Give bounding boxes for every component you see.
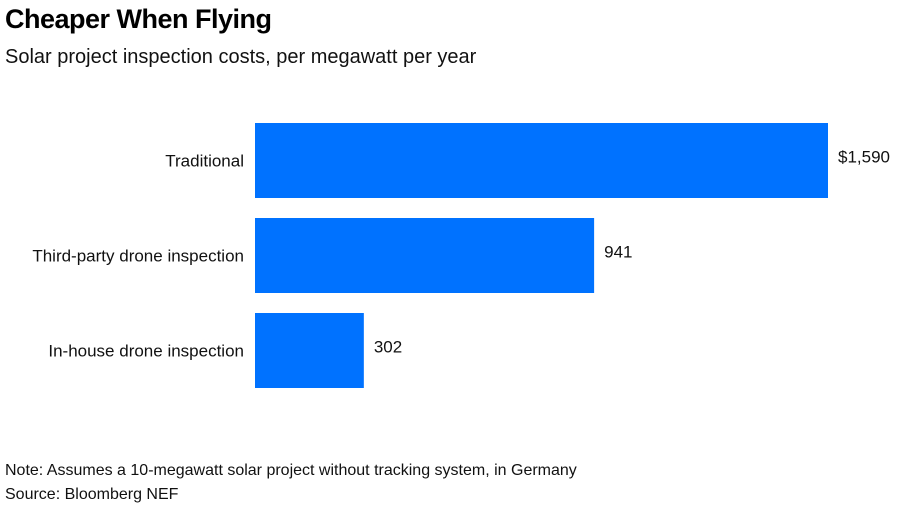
- chart-title: Cheaper When Flying: [5, 4, 272, 34]
- category-label: In-house drone inspection: [48, 342, 244, 361]
- chart-subtitle: Solar project inspection costs, per mega…: [5, 46, 477, 68]
- bar-2: [255, 313, 364, 388]
- source-text: Source: Bloomberg NEF: [5, 486, 179, 503]
- bar-0: [255, 123, 828, 198]
- value-label: $1,590: [838, 148, 890, 167]
- category-label: Traditional: [165, 152, 244, 171]
- value-label: 941: [604, 243, 632, 262]
- note-text: Note: Assumes a 10-megawatt solar projec…: [5, 462, 577, 479]
- value-label: 302: [374, 338, 402, 357]
- bar-1: [255, 218, 595, 293]
- category-label: Third-party drone inspection: [32, 247, 244, 266]
- footnotes: Note: Assumes a 10-megawatt solar projec…: [5, 459, 577, 507]
